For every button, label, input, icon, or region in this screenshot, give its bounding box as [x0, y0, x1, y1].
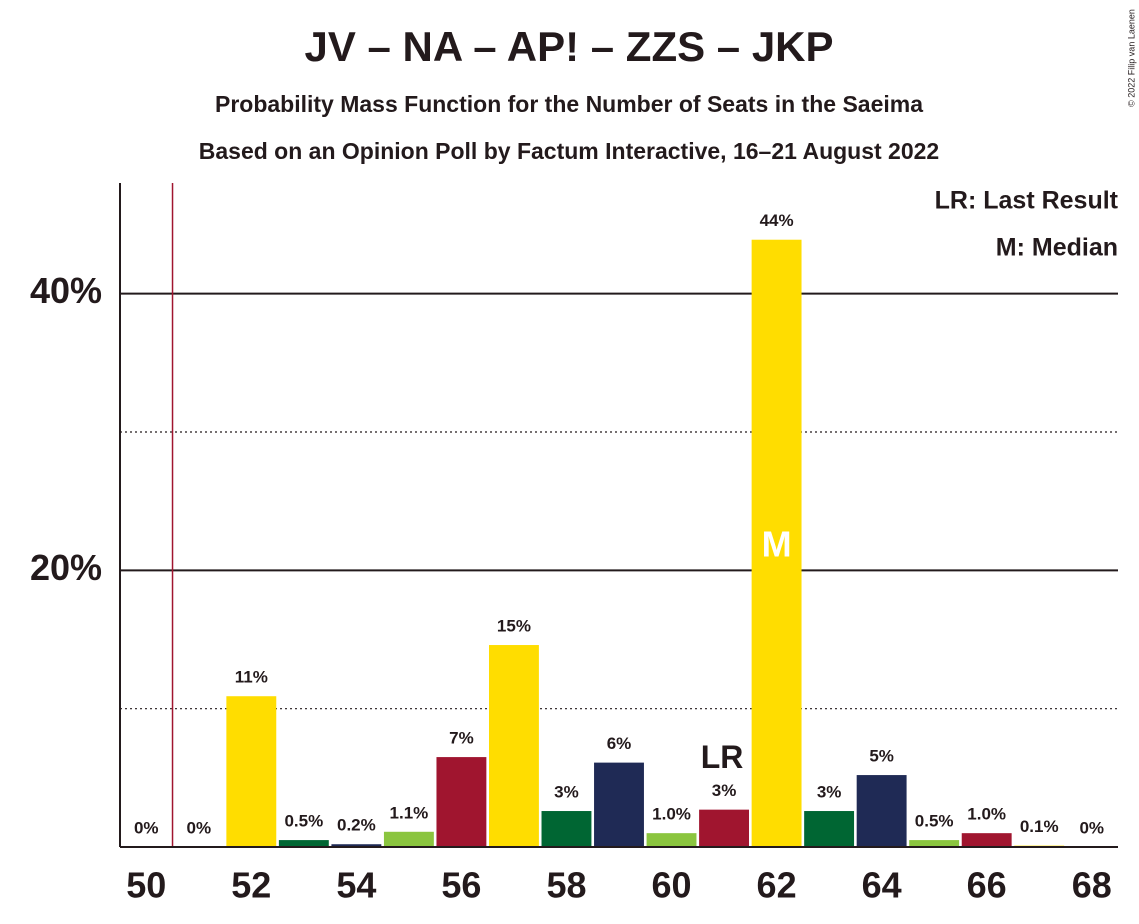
- value-label: 0.5%: [284, 812, 323, 831]
- x-tick-label: 62: [757, 865, 797, 906]
- value-label: 1.1%: [390, 803, 429, 822]
- value-label: 5%: [869, 747, 894, 766]
- x-tick-label: 56: [441, 865, 481, 906]
- x-tick-label: 54: [336, 865, 376, 906]
- value-label: 3%: [554, 783, 579, 802]
- bar: [909, 840, 960, 847]
- value-label: 15%: [497, 617, 531, 636]
- bar: [646, 833, 697, 847]
- value-label: 44%: [760, 211, 794, 230]
- value-label: 1.0%: [652, 805, 691, 824]
- x-tick-label: 64: [862, 865, 902, 906]
- chart-title: JV – NA – AP! – ZZS – JKP: [304, 23, 833, 70]
- legend-entry: LR: Last Result: [935, 187, 1119, 215]
- annotation: LR: [701, 739, 744, 775]
- value-label: 0%: [134, 818, 159, 837]
- value-label: 11%: [235, 668, 268, 687]
- value-label: 3%: [712, 781, 737, 800]
- copyright: © 2022 Filip van Laenen: [1126, 9, 1136, 107]
- value-label: 0%: [1079, 818, 1104, 837]
- chart-subtitle: Based on an Opinion Poll by Factum Inter…: [199, 138, 939, 164]
- bar: [856, 775, 907, 847]
- bar: [961, 833, 1012, 847]
- y-tick-label: 20%: [30, 547, 102, 588]
- x-tick-label: 68: [1072, 865, 1112, 906]
- value-label: 3%: [817, 783, 842, 802]
- bar: [226, 696, 277, 847]
- y-tick-label: 40%: [30, 270, 102, 311]
- bar: [541, 811, 592, 847]
- bar: [383, 831, 434, 847]
- value-label: 0.5%: [915, 812, 954, 831]
- legend-entry: M: Median: [996, 234, 1118, 262]
- value-label: 6%: [607, 734, 632, 753]
- value-label: 7%: [449, 729, 474, 748]
- bar: [699, 809, 750, 847]
- annotation: M: [762, 524, 792, 565]
- x-tick-label: 66: [967, 865, 1007, 906]
- bar: [594, 762, 644, 847]
- value-label: 1.0%: [967, 805, 1006, 824]
- x-tick-label: 52: [231, 865, 271, 906]
- bar: [331, 844, 382, 847]
- bar: [278, 840, 329, 847]
- bar: [804, 811, 855, 847]
- value-label: 0.2%: [337, 816, 376, 835]
- bar: [436, 757, 487, 847]
- x-tick-label: 58: [546, 865, 586, 906]
- x-tick-label: 60: [652, 865, 692, 906]
- value-label: 0%: [187, 818, 212, 837]
- bar: [751, 239, 802, 847]
- chart-subtitle: Probability Mass Function for the Number…: [215, 91, 923, 117]
- value-label: 0.1%: [1020, 817, 1059, 836]
- bar: [488, 645, 539, 847]
- x-tick-label: 50: [126, 865, 166, 906]
